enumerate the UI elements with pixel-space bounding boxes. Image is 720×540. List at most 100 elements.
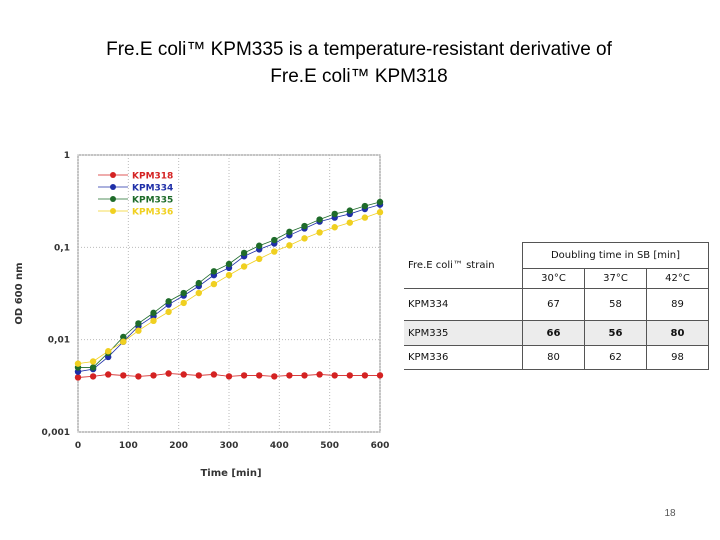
x-tick-label: 500 <box>320 441 339 451</box>
data-point <box>89 364 97 371</box>
legend-marker <box>110 172 116 178</box>
data-point <box>180 299 187 307</box>
data-point <box>105 371 112 378</box>
table-header: 37°C <box>584 268 647 289</box>
data-point <box>165 308 172 316</box>
table-cell: 80 <box>646 320 709 346</box>
data-point <box>225 271 233 279</box>
table-cell: 98 <box>646 345 709 370</box>
data-point <box>135 373 142 380</box>
data-point <box>286 242 293 249</box>
table-cell: 89 <box>646 288 709 321</box>
data-point <box>150 309 157 317</box>
title-line: Fre.E coli™ KPM318 <box>270 66 448 87</box>
table-cell: KPM335 <box>404 320 523 346</box>
table-header: 42°C <box>646 268 709 289</box>
y-tick-label: 0,001 <box>42 428 70 438</box>
y-tick-label: 0,1 <box>54 243 70 253</box>
data-point <box>376 198 384 206</box>
x-tick-label: 0 <box>75 441 81 451</box>
table-header: 30°C <box>522 268 585 289</box>
table-cell: 80 <box>522 345 585 370</box>
legend-label: KPM334 <box>132 184 173 194</box>
data-point <box>74 360 82 367</box>
data-point <box>316 229 323 236</box>
data-point <box>89 373 97 380</box>
data-point <box>135 327 142 334</box>
data-point <box>256 255 263 263</box>
legend-marker <box>110 184 116 190</box>
data-point <box>135 320 142 327</box>
legend-label: KPM318 <box>132 172 173 182</box>
y-tick-label: 0,01 <box>48 336 70 346</box>
data-point <box>74 374 82 381</box>
data-point <box>180 289 187 297</box>
data-point <box>165 370 172 377</box>
data-point <box>210 371 218 378</box>
data-point <box>240 263 248 270</box>
legend-marker <box>110 196 116 202</box>
x-tick-label: 200 <box>169 441 188 451</box>
data-point <box>225 373 233 380</box>
data-point <box>346 219 353 226</box>
data-point <box>286 228 293 236</box>
y-axis-label: OD 600 nm <box>14 262 25 324</box>
y-tick-label: 1 <box>64 151 70 161</box>
data-point <box>240 249 248 257</box>
data-point <box>376 372 384 379</box>
table-cell: 58 <box>584 288 647 321</box>
data-point <box>256 372 263 379</box>
table-cell: 66 <box>522 320 585 346</box>
data-point <box>361 202 369 210</box>
page-number: 18 <box>664 508 676 519</box>
data-point <box>210 268 218 275</box>
legend-label: KPM335 <box>132 196 173 206</box>
data-point <box>210 280 218 288</box>
data-point <box>361 372 369 379</box>
chart: 0,001 0,01 0,1 1 0 100 200 300 400 500 600 Time [mi… <box>14 151 390 479</box>
data-point <box>150 372 157 379</box>
data-point <box>271 236 278 244</box>
x-tick-label: 300 <box>220 441 239 451</box>
data-point <box>195 279 202 287</box>
data-point <box>150 317 157 325</box>
x-axis-label: Time [min] <box>200 468 261 479</box>
data-point <box>331 372 338 379</box>
data-point <box>271 373 278 380</box>
data-point <box>195 372 202 379</box>
data-point <box>120 338 127 345</box>
data-point <box>195 289 202 297</box>
data-point <box>105 348 112 355</box>
table-cell: 62 <box>584 345 647 370</box>
data-point <box>165 298 172 305</box>
x-tick-label: 600 <box>371 441 390 451</box>
data-point <box>346 372 353 379</box>
table-header: Fre.E coli™ strain <box>404 242 523 289</box>
data-point <box>180 371 187 378</box>
data-point <box>286 372 293 379</box>
table-header: Doubling time in SB [min] <box>522 242 709 269</box>
data-point <box>376 209 384 216</box>
table-cell: 56 <box>584 320 647 346</box>
legend-marker <box>110 208 116 214</box>
legend-label: KPM336 <box>132 208 173 218</box>
data-point <box>120 372 127 379</box>
data-point <box>331 224 338 231</box>
table: Fre.E coli™ strain Doubling time in SB [… <box>404 242 709 370</box>
title-line: Fre.E coli™ KPM335 is a temperature-resi… <box>106 39 612 60</box>
data-point <box>240 372 248 379</box>
data-point <box>301 235 308 242</box>
table-cell: KPM336 <box>404 345 523 370</box>
table-cell: KPM334 <box>404 288 523 321</box>
data-point <box>316 371 323 378</box>
table-cell: 67 <box>522 288 585 321</box>
data-point <box>316 216 323 223</box>
data-point <box>256 242 263 249</box>
data-point <box>301 372 308 379</box>
x-tick-label: 100 <box>119 441 138 451</box>
slide-title: Fre.E coli™ KPM335 is a temperature-resi… <box>0 36 720 90</box>
data-point <box>271 248 278 255</box>
x-tick-label: 400 <box>270 441 289 451</box>
data-point <box>331 210 338 218</box>
